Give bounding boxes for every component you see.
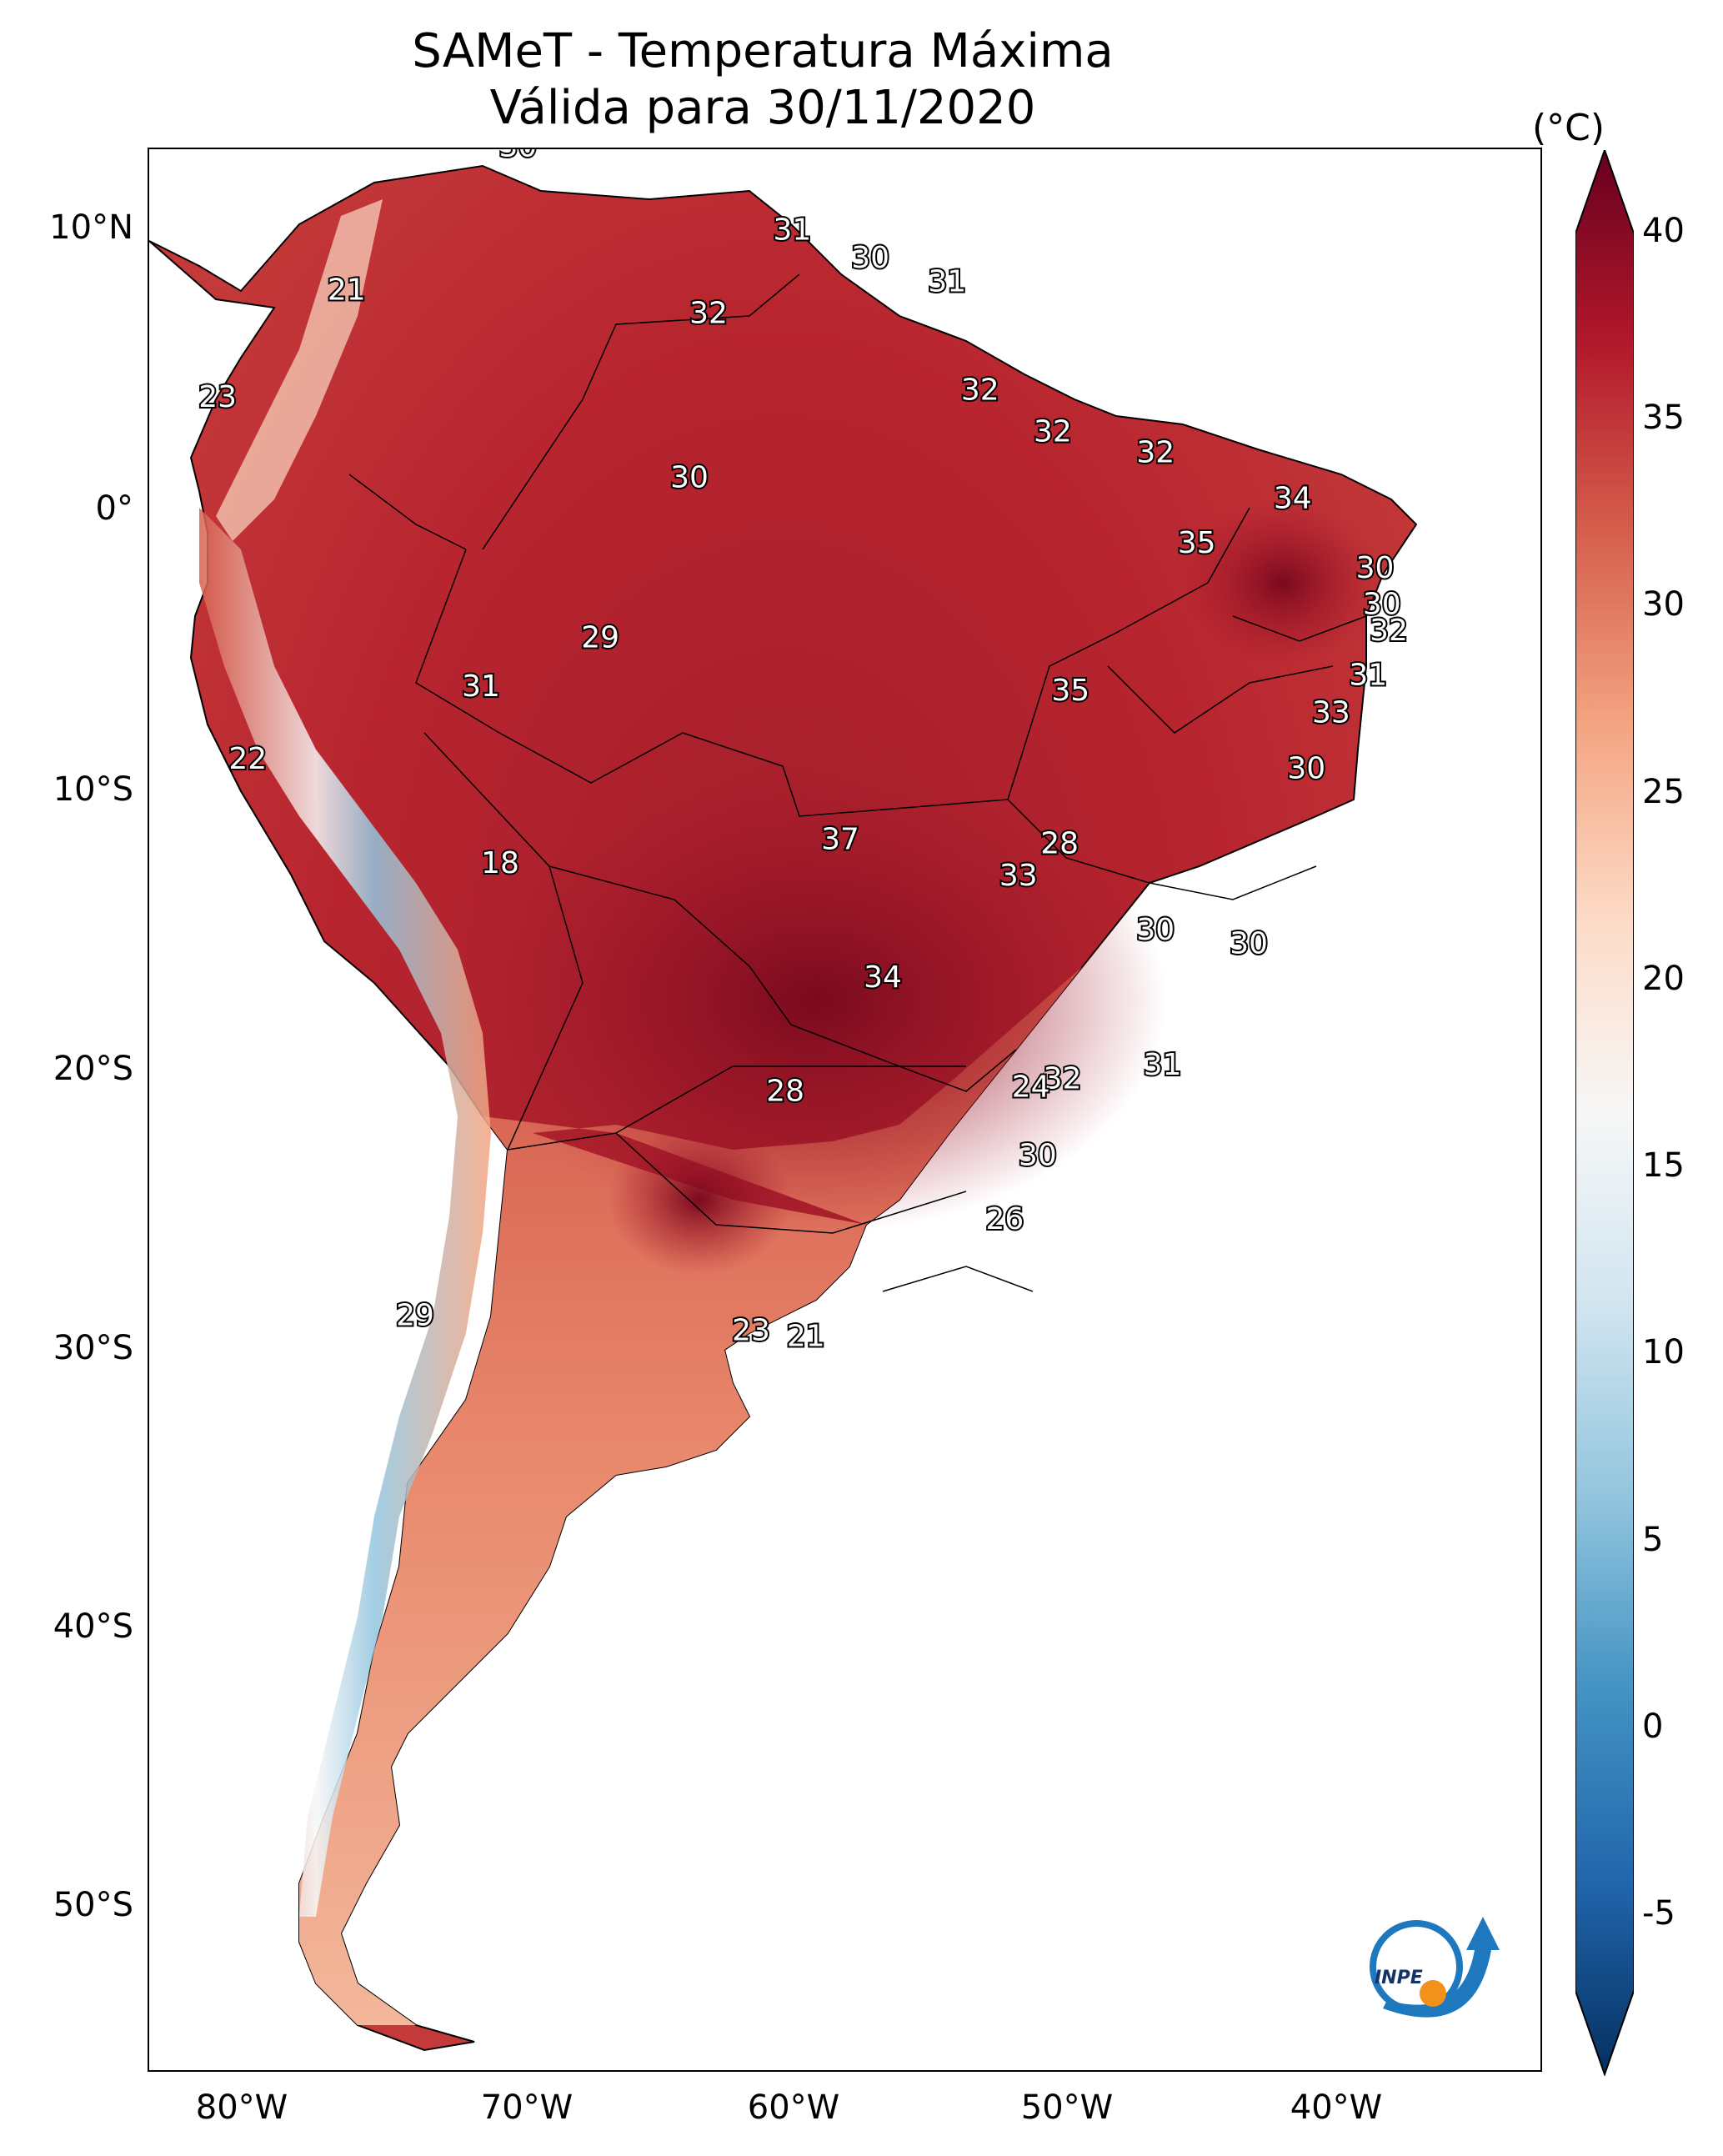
logo-ring-icon bbox=[1370, 1920, 1463, 2013]
country-borders bbox=[348, 273, 1367, 1292]
contour-label: 30 bbox=[1356, 551, 1395, 585]
north-andes-cool bbox=[216, 199, 383, 541]
contour-label: 23 bbox=[732, 1314, 770, 1348]
contour-label: 23 bbox=[198, 380, 237, 414]
contour-label: 18 bbox=[481, 846, 519, 880]
colorbar-tick-label: 35 bbox=[1642, 399, 1685, 438]
contour-label: 22 bbox=[228, 742, 267, 776]
logo-text: INPE bbox=[1375, 1968, 1423, 1988]
contour-label: 24 bbox=[1012, 1070, 1050, 1105]
contour-label: 28 bbox=[766, 1075, 804, 1109]
contour-label: 31 bbox=[1349, 659, 1387, 693]
lon-label-40w: 40°W bbox=[1290, 2088, 1383, 2127]
contour-label: 30 bbox=[670, 461, 709, 495]
andes-cold-strip bbox=[199, 508, 491, 1917]
contour-label: 35 bbox=[1178, 526, 1216, 560]
contour-label: 30 bbox=[1136, 913, 1175, 947]
contour-label: 30 bbox=[1019, 1138, 1057, 1172]
colorbar bbox=[1575, 150, 1634, 2076]
contour-label: 33 bbox=[999, 859, 1038, 893]
contour-label: 31 bbox=[1144, 1048, 1182, 1082]
contour-labels: 3031303121322332323032343530303229313531… bbox=[197, 149, 1410, 1355]
colorbar-tick-label: 0 bbox=[1642, 1707, 1664, 1747]
lon-label-70w: 70°W bbox=[480, 2088, 573, 2127]
colorbar-tick-label: 25 bbox=[1642, 772, 1685, 811]
contour-label: 30 bbox=[1230, 927, 1268, 961]
colorbar-tick-label: 30 bbox=[1642, 585, 1685, 624]
lat-label-20s: 20°S bbox=[53, 1050, 133, 1088]
lat-label-30s: 30°S bbox=[53, 1329, 133, 1367]
lon-label-60w: 60°W bbox=[747, 2088, 840, 2127]
hot-core-northeast bbox=[1183, 499, 1383, 666]
colorbar-tick-label: 10 bbox=[1642, 1333, 1685, 1372]
map-subtitle: Válida para 30/11/2020 bbox=[489, 81, 1036, 135]
colorbar-tick-label: 40 bbox=[1642, 211, 1685, 250]
southern-cone-fill bbox=[299, 966, 1083, 2025]
contour-label: 32 bbox=[1044, 1062, 1082, 1096]
contour-label: 26 bbox=[985, 1202, 1024, 1236]
colorbar-tick-label: -5 bbox=[1642, 1894, 1675, 1933]
lat-label-10s: 10°S bbox=[53, 770, 133, 809]
temperature-map: 3031303121322332323032343530303229313531… bbox=[149, 149, 1500, 2052]
lat-label-50s: 50°S bbox=[53, 1886, 133, 1924]
contour-label: 30 bbox=[1363, 588, 1401, 622]
contour-label: 37 bbox=[821, 823, 859, 857]
contour-label: 35 bbox=[1051, 674, 1089, 708]
contour-label: 29 bbox=[396, 1298, 434, 1332]
lat-label-0: 0° bbox=[95, 489, 133, 528]
contour-label: 34 bbox=[864, 960, 902, 995]
contour-label: 30 bbox=[851, 241, 889, 275]
contour-label: 34 bbox=[1274, 482, 1312, 516]
lat-label-40s: 40°S bbox=[53, 1607, 133, 1646]
contour-label: 31 bbox=[928, 264, 966, 298]
contour-label: 28 bbox=[1040, 827, 1079, 861]
contour-label: 31 bbox=[462, 669, 500, 704]
lat-label-10n: 10°N bbox=[49, 208, 133, 247]
colorbar-tick-label: 15 bbox=[1642, 1146, 1685, 1186]
map-panel: 3031303121322332323032343530303229313531… bbox=[148, 148, 1542, 2072]
contour-label: 29 bbox=[581, 621, 619, 655]
contour-label: 32 bbox=[1034, 415, 1072, 449]
contour-label: 30 bbox=[498, 149, 537, 164]
lon-label-50w: 50°W bbox=[1020, 2088, 1114, 2127]
contour-label: 31 bbox=[773, 213, 811, 248]
logo-arrow-icon bbox=[1383, 1917, 1500, 2018]
contour-label: 33 bbox=[1312, 696, 1350, 730]
hot-core-chaco bbox=[608, 1125, 791, 1275]
map-title: SAMeT - Temperatura Máxima bbox=[412, 24, 1114, 78]
contour-label: 21 bbox=[787, 1319, 825, 1353]
inpe-logo: INPE bbox=[1370, 1917, 1500, 2018]
colorbar-tick-label: 5 bbox=[1642, 1520, 1664, 1559]
colorbar-body bbox=[1575, 150, 1634, 2076]
lon-label-80w: 80°W bbox=[195, 2088, 288, 2127]
contour-label: 32 bbox=[1370, 614, 1408, 648]
contour-label: 21 bbox=[328, 273, 366, 307]
colorbar-unit: (°C) bbox=[1532, 107, 1605, 149]
contour-label: 30 bbox=[1287, 751, 1325, 785]
hot-core-region bbox=[466, 766, 1166, 1233]
contour-label: 32 bbox=[1136, 436, 1175, 470]
logo-dot-icon bbox=[1420, 1980, 1446, 2007]
colorbar-tick-label: 20 bbox=[1642, 959, 1685, 998]
contour-label: 32 bbox=[961, 374, 999, 408]
contour-label: 32 bbox=[689, 297, 728, 331]
